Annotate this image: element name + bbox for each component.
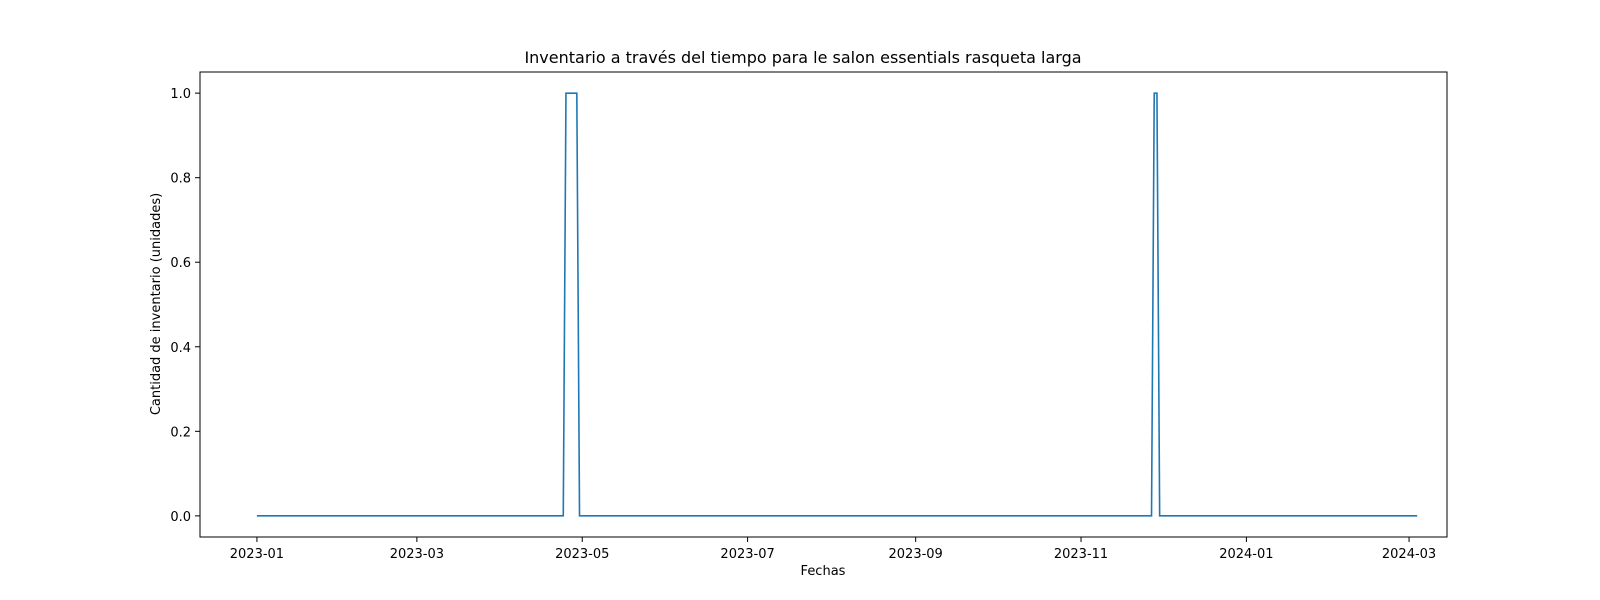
x-tick-label: 2023-03 [390, 547, 444, 562]
y-tick-label: 0.2 [170, 425, 191, 440]
x-tick-label: 2023-07 [720, 547, 774, 562]
y-tick-label: 0.4 [170, 341, 191, 356]
x-tick-label: 2024-03 [1382, 547, 1436, 562]
plot-frame [199, 71, 1448, 538]
x-tick-label: 2024-01 [1219, 547, 1273, 562]
y-tick-label: 0.0 [170, 510, 191, 525]
x-axis-label: Fechas [801, 564, 846, 579]
chart-title: Inventario a través del tiempo para le s… [524, 48, 1081, 67]
x-tick-label: 2023-11 [1054, 547, 1108, 562]
series-line-0 [256, 92, 1418, 517]
y-tick-label: 0.8 [170, 172, 191, 187]
ticks-layer: 2023-01 2023-03 2023-05 2023-07 2023-09 2023-… [170, 87, 1436, 562]
x-tick-label: 2023-05 [555, 547, 609, 562]
y-tick-label: 0.6 [170, 256, 191, 271]
series-layer [256, 92, 1418, 517]
x-tick-label: 2023-01 [230, 547, 284, 562]
y-axis-label: Cantidad de inventario (unidades) [149, 193, 164, 415]
x-tick-label: 2023-09 [889, 547, 943, 562]
y-tick-label: 1.0 [170, 87, 191, 102]
